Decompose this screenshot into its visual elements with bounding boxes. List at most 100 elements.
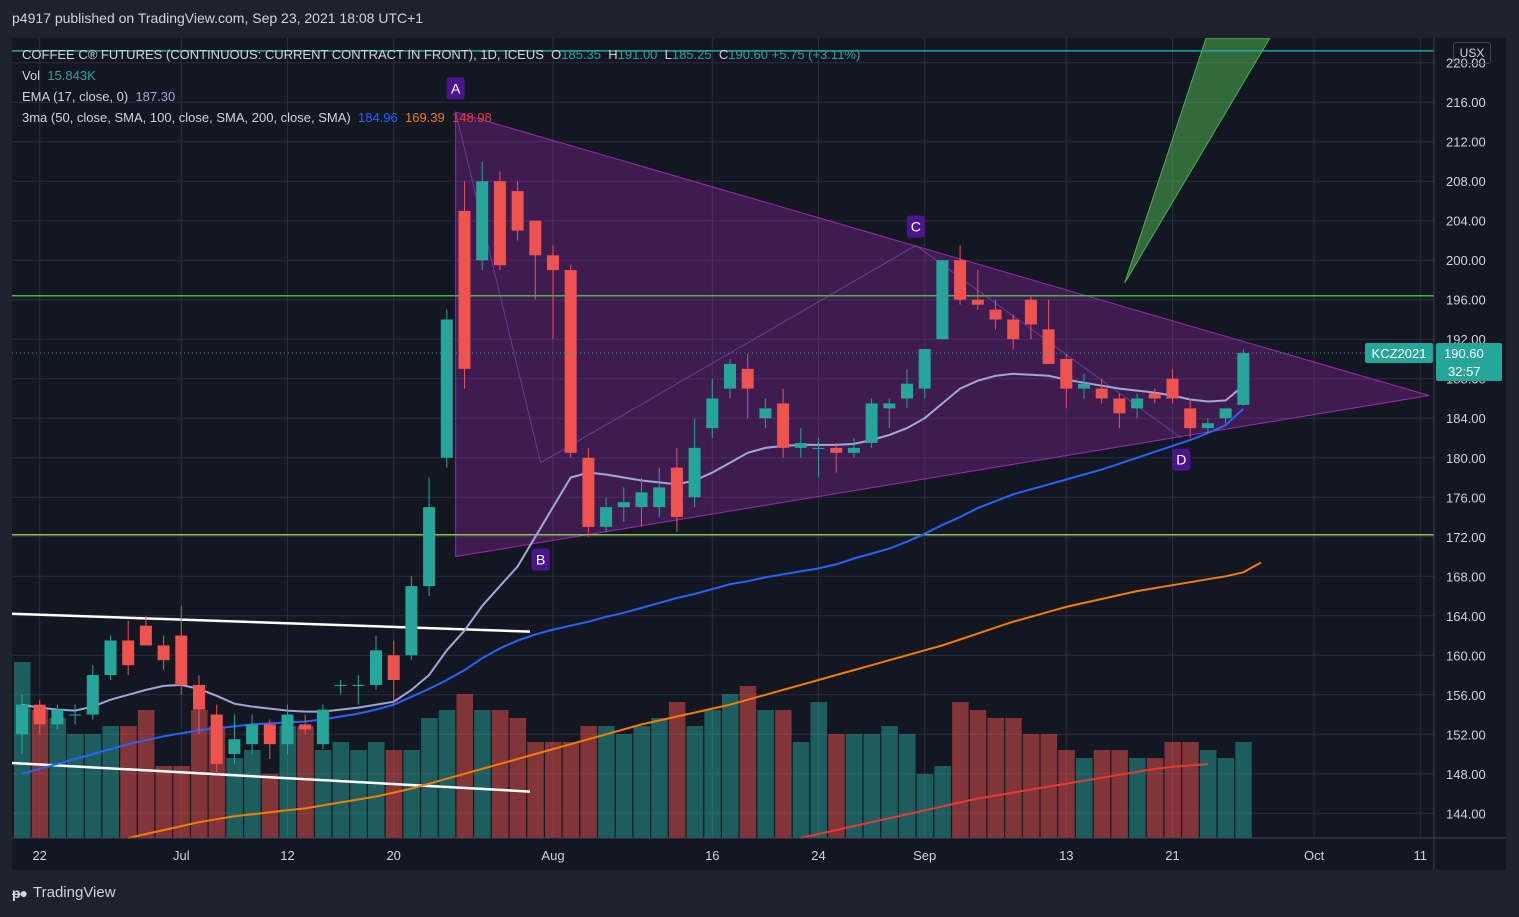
candle-body [387, 655, 400, 680]
ema17-line [21, 372, 1244, 713]
volume-bar [615, 734, 633, 838]
candle-body [777, 403, 790, 448]
price-tick-label: 148.00 [1446, 767, 1486, 782]
candle [299, 714, 312, 735]
candle-body [1148, 393, 1161, 399]
volume-bar [1005, 718, 1022, 838]
volume-bar [1022, 734, 1040, 838]
volume-bar [314, 750, 332, 838]
volume-bar [1076, 758, 1093, 838]
pattern-point-badge [446, 77, 465, 100]
candle [936, 260, 949, 340]
pattern-point-label: B [531, 548, 550, 571]
volume-bar [987, 718, 1004, 838]
time-tick-label: 22 [32, 848, 46, 863]
candle-body [635, 492, 648, 508]
price-tick-label: 160.00 [1446, 648, 1486, 663]
volume-bar [421, 718, 438, 838]
price-tick-label: 184.00 [1446, 411, 1486, 426]
volume-bar [491, 710, 509, 838]
volume-bar [810, 702, 827, 838]
pattern-point-text: A [451, 80, 461, 96]
candle [847, 438, 860, 458]
candle [1219, 408, 1232, 424]
candle-body [1184, 408, 1197, 429]
high-value: 191.00 [617, 47, 658, 62]
candle-body [139, 625, 152, 646]
ma50-value: 184.96 [357, 110, 398, 125]
candle-body [936, 260, 949, 340]
volume-bar [1217, 758, 1235, 838]
price-tick-label: 180.00 [1446, 451, 1486, 466]
candle-body [299, 724, 312, 730]
candle-body [759, 408, 772, 419]
candle [1237, 349, 1250, 406]
legend-symbol-row[interactable]: COFFEE C® FUTURES (CONTINUOUS: CURRENT C… [22, 44, 860, 65]
volume-bar [845, 734, 863, 838]
symbol-tag-text: KCZ2021 [1372, 346, 1427, 361]
legend-3ma-row[interactable]: 3ma (50, close, SMA, 100, close, SMA, 20… [22, 107, 860, 128]
candle-body [493, 181, 506, 266]
candle [1201, 418, 1214, 434]
candle-body [954, 260, 967, 300]
candle [777, 388, 790, 458]
volume-bar [828, 734, 845, 838]
candle-body [458, 210, 471, 369]
low-value: 185.25 [671, 47, 712, 62]
candle-body [440, 319, 453, 458]
volume-bar [775, 710, 792, 838]
candle [175, 605, 188, 695]
candle [1078, 373, 1090, 399]
candle [741, 354, 754, 419]
last-price-text: 190.60 [1444, 346, 1484, 361]
pattern-point-text: D [1176, 452, 1186, 468]
volume-bar [969, 710, 987, 838]
footer-brand: TradingView [33, 884, 116, 901]
candle [281, 704, 294, 755]
candle [688, 418, 701, 508]
candle-body [901, 383, 913, 399]
pattern-point-text: C [911, 219, 921, 235]
tradingview-logo[interactable]: ᵽ● TradingView [12, 884, 116, 901]
countdown-text: 32:57 [1448, 364, 1481, 379]
candle [1131, 393, 1144, 419]
sma200-line [800, 763, 1208, 839]
price-tick-label: 200.00 [1446, 253, 1486, 268]
candle [370, 635, 382, 690]
volume-bar [1146, 758, 1164, 838]
volume-bar [1129, 758, 1146, 838]
volume-bar [332, 742, 350, 838]
candle [405, 576, 418, 661]
legend-ema-row[interactable]: EMA (17, close, 0) 187.30 [22, 86, 860, 107]
candle-body [104, 640, 117, 676]
volume-bar [456, 694, 473, 838]
volume-value: 15.843K [47, 68, 96, 83]
time-tick-label: Jul [173, 848, 190, 863]
bottom-bar [0, 872, 1519, 917]
open-value: 185.35 [561, 47, 602, 62]
chart-frame[interactable]: A B C D 220.00 216.00 212.00 208.00 204.00 200.00… [12, 38, 1506, 870]
volume-bar [757, 710, 774, 838]
close-label: C [718, 47, 729, 62]
volume-bars [14, 662, 1252, 838]
price-chart[interactable]: ABCD220.00216.00212.00208.00204.00200.00… [12, 38, 1506, 870]
candle [246, 714, 259, 755]
candle-body [370, 650, 382, 685]
volume-bar [792, 742, 810, 838]
candle-body [1095, 388, 1108, 399]
pattern-point-badge [1172, 448, 1191, 471]
volume-bar [1235, 742, 1252, 838]
volume-bar [226, 758, 243, 838]
legend-volume-row[interactable]: Vol 15.843K [22, 65, 860, 86]
time-tick-label: Aug [541, 848, 564, 863]
volume-bar [509, 718, 527, 838]
trendline-lower [12, 761, 531, 793]
candle [1095, 378, 1108, 404]
candle-body [812, 447, 825, 449]
candle-body [564, 270, 577, 453]
volume-bar [173, 766, 190, 838]
time-tick-label: 21 [1165, 848, 1179, 863]
price-tick-label: 204.00 [1446, 214, 1486, 229]
currency-button[interactable]: USX [1453, 42, 1491, 64]
high-label: H [608, 47, 618, 62]
